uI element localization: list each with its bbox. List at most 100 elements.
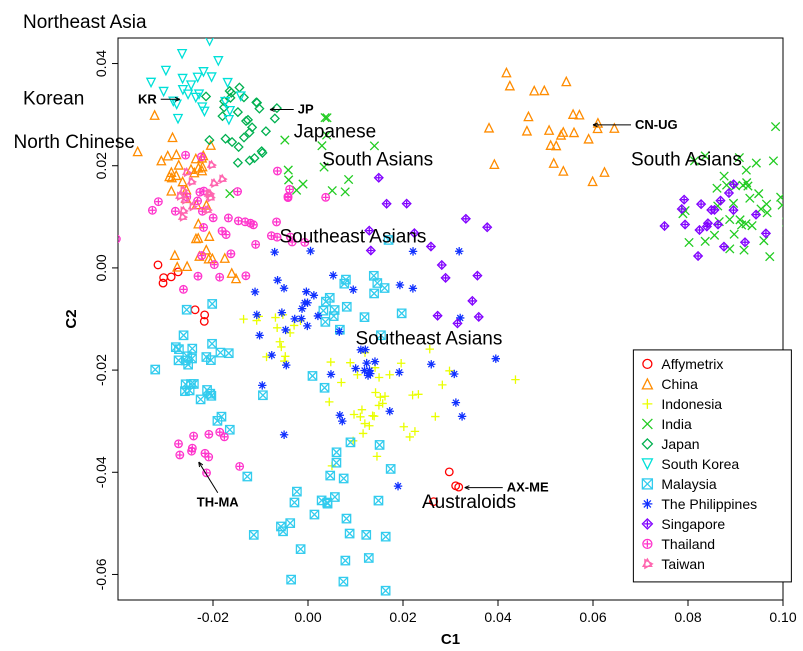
legend-label: Malaysia [661,476,716,492]
data-point [208,300,216,308]
data-point [281,136,289,144]
data-point [196,188,204,196]
data-point [303,322,311,330]
data-point [790,212,798,220]
data-point [349,285,357,293]
data-point [211,261,219,269]
data-point [216,348,224,356]
y-tick-label: -0.02 [93,354,109,386]
x-tick-label: 0.04 [484,609,511,625]
cluster-label: South Asians [631,150,742,171]
data-point [216,273,224,281]
cluster-label: North Chinese [14,132,135,153]
data-point [328,186,336,194]
data-point [365,554,373,562]
data-point [438,261,446,269]
data-point [200,224,208,232]
cluster-label: Japanese [294,122,376,143]
data-point [202,92,210,100]
data-point [575,110,583,118]
data-point [235,83,243,91]
data-point [409,284,417,292]
y-tick-label: 0.02 [93,152,109,179]
data-point [210,179,218,187]
pointer-arrow [199,462,218,493]
data-point [506,81,514,89]
legend-marker [643,539,652,548]
scatter-chart: -0.020.000.020.040.060.080.10-0.06-0.04-… [0,0,803,651]
data-point [175,161,183,169]
data-point [321,113,329,121]
data-point [286,519,294,527]
data-point [452,398,460,406]
data-point [395,368,403,376]
data-point [730,230,738,238]
data-point [276,338,284,346]
data-point [282,361,290,369]
data-point [361,419,369,427]
data-point [358,406,366,414]
data-point [332,448,340,456]
data-point [784,200,792,208]
data-point [382,200,390,208]
data-point [359,429,367,437]
data-point [720,172,728,180]
data-point [701,237,709,245]
data-point [280,431,288,439]
data-point [726,215,734,223]
data-point [225,349,233,357]
data-point [584,135,592,143]
data-point [284,194,292,202]
data-point [680,195,688,203]
data-point [194,197,202,205]
data-point [530,86,538,94]
data-point [406,433,414,441]
data-point [490,160,498,168]
data-point [296,545,304,553]
data-point [184,90,192,98]
cluster-label: South Asians [322,150,433,171]
data-point [371,388,379,396]
data-point [155,198,163,206]
legend-label: Taiwan [661,556,705,572]
data-point [742,166,750,174]
data-point [310,510,318,518]
y-axis-label: C2 [63,309,80,328]
cluster-label: Australoids [422,492,516,513]
data-point [262,127,270,135]
x-tick-label: 0.06 [579,609,606,625]
data-point [433,311,441,319]
pointer-label: CN-UG [635,117,678,132]
data-point [227,250,235,258]
data-point [172,150,180,158]
data-point [681,220,689,228]
data-point [302,287,310,295]
data-point [344,175,352,183]
data-point [268,351,276,359]
data-point [293,487,301,495]
data-point [150,111,158,119]
pointer-label: TH-MA [197,495,239,510]
data-point [280,284,288,292]
data-point [382,532,390,540]
data-point [219,175,227,183]
data-point [239,315,247,323]
data-point [325,398,333,406]
data-point [113,235,121,243]
data-point [445,468,453,476]
data-point [441,274,449,282]
legend-label: Japan [661,436,699,452]
data-point [207,73,215,81]
data-point [523,127,531,135]
data-point [234,159,242,167]
data-point [179,331,187,339]
data-point [386,407,394,415]
data-point [255,331,263,339]
data-point [371,357,379,365]
data-point [381,586,389,594]
data-point [409,247,417,255]
data-point [188,344,196,352]
data-point [752,159,760,167]
data-point [154,261,162,269]
data-point [182,151,190,159]
